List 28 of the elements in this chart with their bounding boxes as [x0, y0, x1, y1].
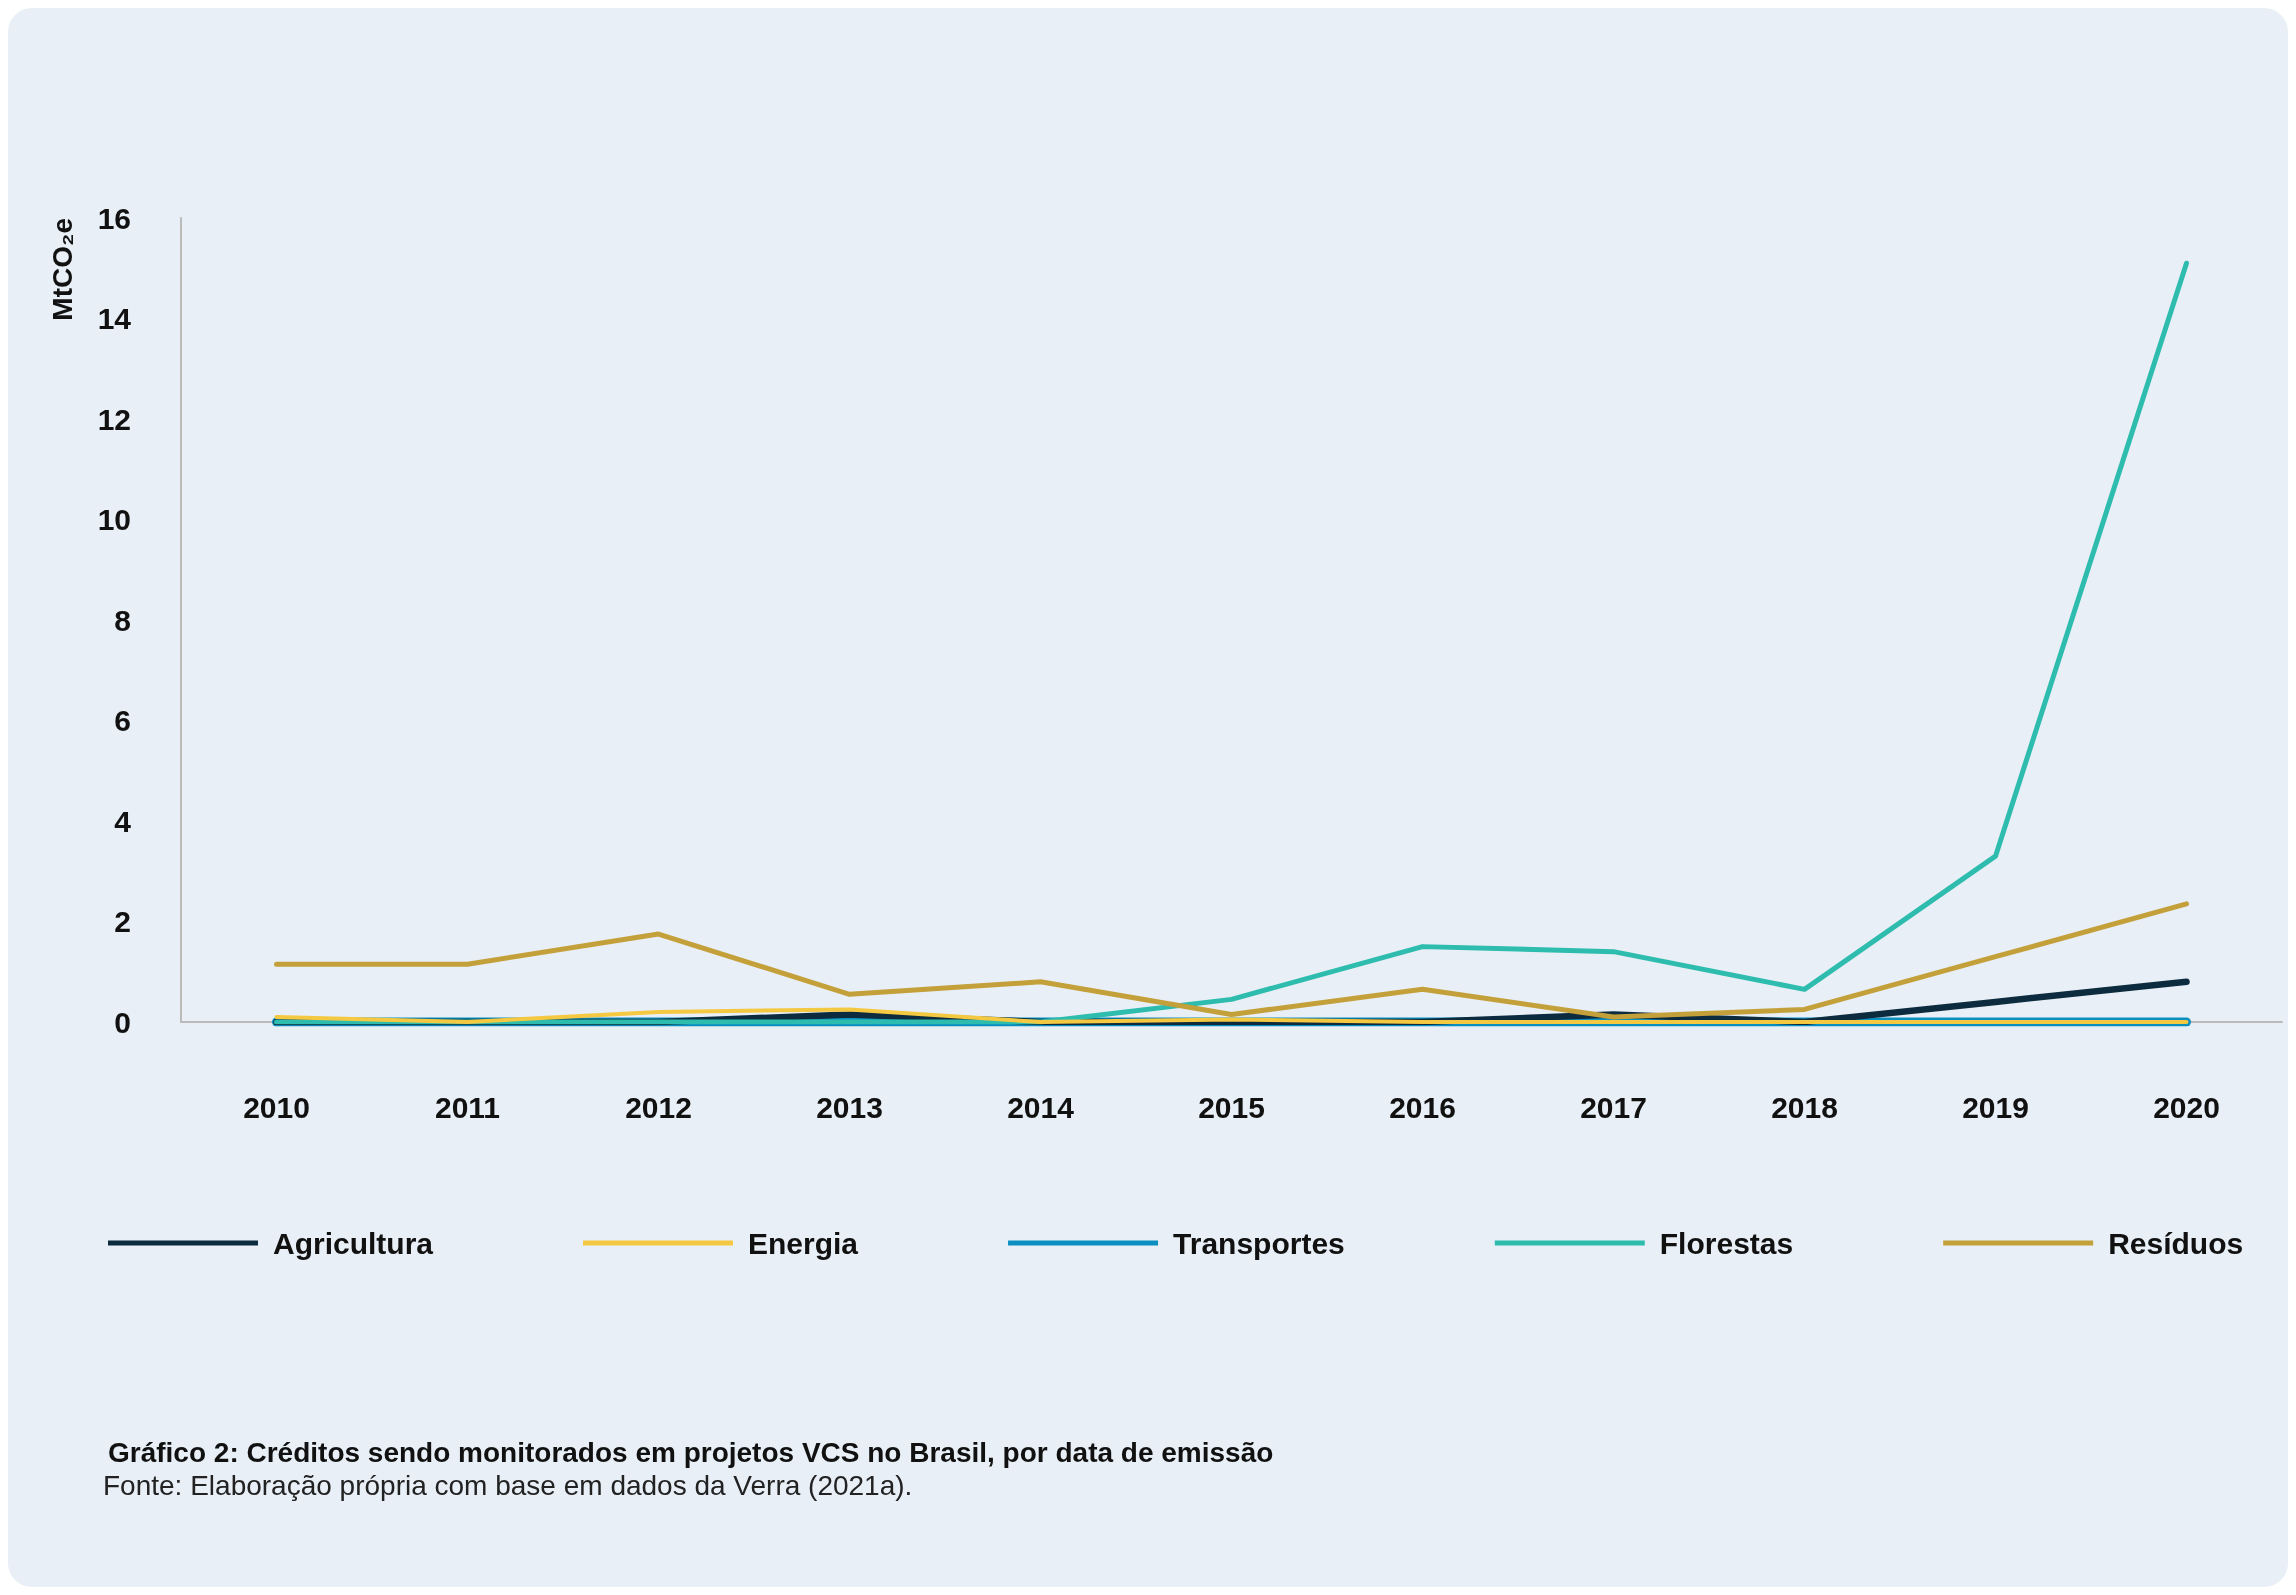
y-axis-title: MtCO₂e	[46, 218, 78, 321]
y-tick-label: 4	[114, 804, 132, 838]
x-tick-label: 2015	[1198, 1090, 1265, 1124]
legend-label: Energia	[748, 1226, 859, 1260]
y-tick-label: 6	[114, 704, 131, 737]
legend-label: Resíduos	[2108, 1226, 2244, 1260]
y-tick-label: 0	[114, 1005, 131, 1039]
y-tick-label: 12	[97, 402, 131, 436]
source-note: Fonte: Elaboração própria com base em dados da Verra (2021a).	[103, 1469, 913, 1501]
text: Gráfico 2: Créditos sendo monitorados em projetos VCS no Brasil, por data de emissão	[108, 1436, 1274, 1468]
y-tick-label: 8	[114, 603, 131, 637]
x-tick-label: 2016	[1389, 1090, 1456, 1124]
y-tick-label: 16	[97, 201, 131, 235]
x-tick-label: 2010	[243, 1090, 310, 1124]
x-tick-label: 2018	[1771, 1090, 1838, 1124]
x-tick-label: 2013	[816, 1090, 883, 1124]
legend-label: Agricultura	[273, 1226, 434, 1260]
x-tick-label: 2020	[2153, 1090, 2220, 1124]
y-tick-label: 2	[114, 905, 131, 938]
x-tick-label: 2014	[1007, 1090, 1075, 1124]
x-tick-label: 2011	[434, 1090, 501, 1124]
legend-label: Transportes	[1173, 1226, 1345, 1260]
y-tick-label: 14	[97, 302, 132, 335]
y-tick-label: 10	[97, 503, 131, 536]
x-tick-label: 2017	[1580, 1090, 1647, 1124]
legend-label: Florestas	[1659, 1226, 1794, 1260]
x-tick-label: 2012	[625, 1090, 692, 1124]
x-tick-label: 2019	[1962, 1090, 2029, 1124]
